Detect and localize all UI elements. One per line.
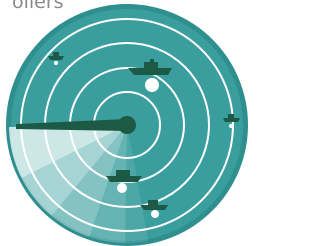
caption: oliers [12,0,64,13]
page: oliers (() => { const data = JSON.parse(… [0,0,248,246]
sweep [8,125,150,246]
radar-center [118,116,136,134]
radar-illustration: oliers [0,0,248,246]
